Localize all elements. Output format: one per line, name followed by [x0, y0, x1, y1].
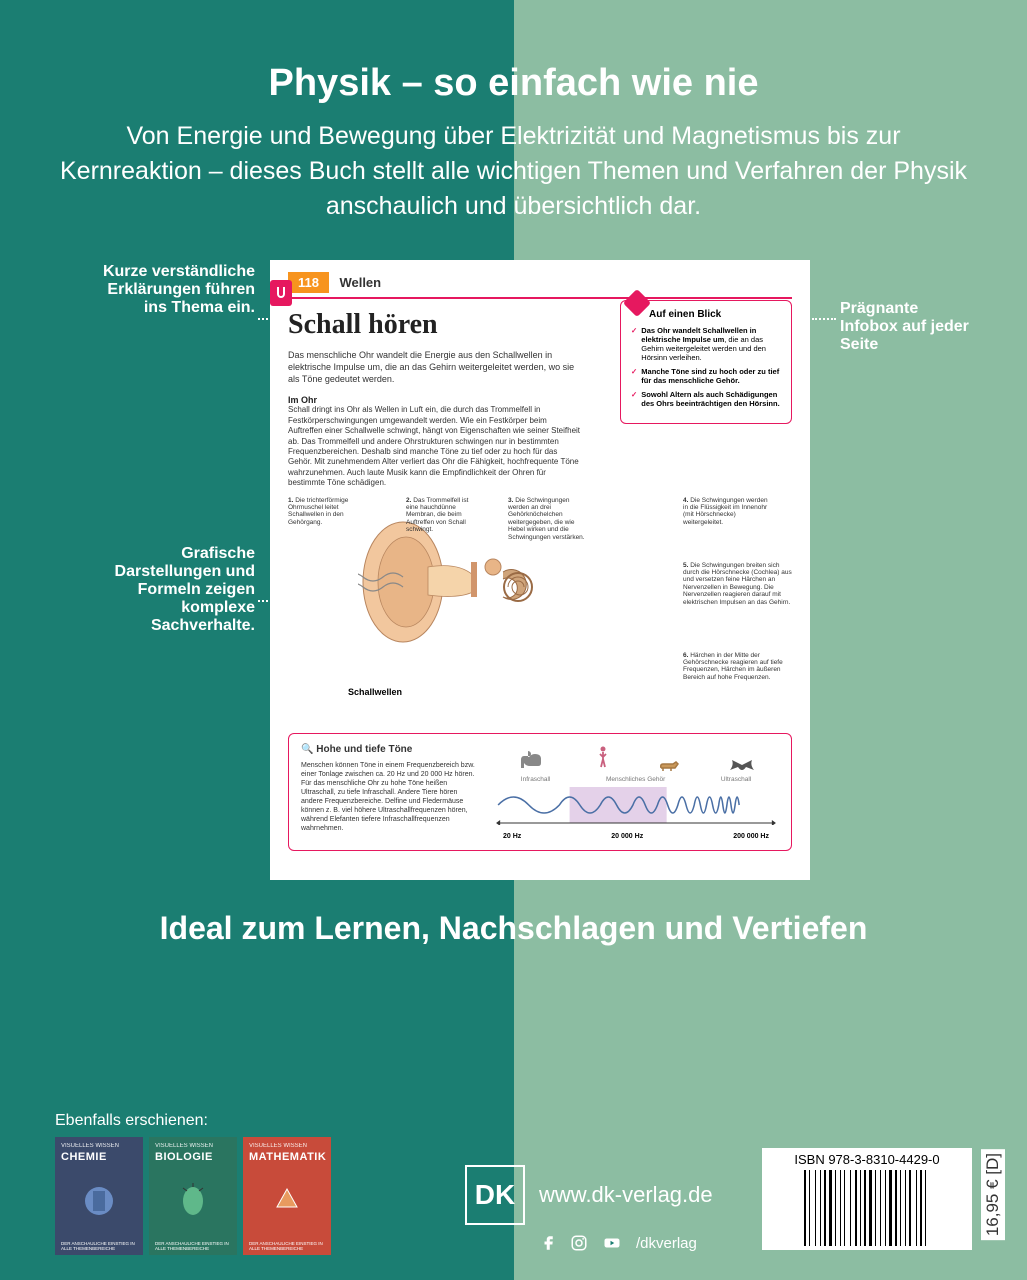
barcode: [766, 1170, 968, 1246]
infobox-item: ✓Manche Töne sind zu hoch oder zu tief f…: [631, 367, 781, 385]
instagram-icon: [570, 1234, 588, 1252]
diagram-label-4: 4. Die Schwingungen werden in die Flüssi…: [683, 497, 768, 527]
sample-page: 118 Wellen Schall hören Das menschliche …: [270, 260, 810, 880]
frequency-chart: Infraschall Menschliches Gehör Ultrascha…: [493, 744, 779, 840]
animal-icons: [493, 744, 779, 772]
facebook-icon: [540, 1234, 558, 1252]
tagline: Ideal zum Lernen, Nachschlagen und Verti…: [0, 910, 1027, 947]
human-icon: [597, 746, 609, 772]
diagram-label-1: 1. Die trichterförmige Ohrmuschel leitet…: [288, 497, 356, 527]
social-row: /dkverlag: [540, 1234, 697, 1252]
youtube-icon: [600, 1234, 624, 1252]
body-paragraph: Schall dringt ins Ohr als Wellen in Luft…: [288, 405, 580, 488]
diagram-label-5: 5. Die Schwingungen breiten sich durch d…: [683, 562, 793, 607]
dk-logo: DK: [465, 1165, 525, 1225]
website-url: www.dk-verlag.de: [539, 1182, 713, 1208]
also-published-label: Ebenfalls erschienen:: [55, 1112, 208, 1130]
soundwave-label: Schallwellen: [348, 687, 402, 697]
wave-diagram: [493, 785, 779, 825]
subtitle: Von Energie und Bewegung über Elektrizit…: [60, 119, 967, 224]
ear-diagram: 1. Die trichterförmige Ohrmuschel leitet…: [288, 497, 792, 727]
pin-icon: [623, 289, 651, 317]
magnet-icon: [270, 280, 292, 306]
header: Physik – so einfach wie nie Von Energie …: [0, 62, 1027, 224]
publisher-row: DK www.dk-verlag.de: [465, 1165, 713, 1225]
diagram-label-2: 2. Das Trommelfell ist eine hauchdünne M…: [406, 497, 478, 534]
book-thumb-biologie: VISUELLES WISSENBIOLOGIEDER ANSCHAULICHE…: [149, 1137, 237, 1255]
frequency-box: 🔍 Hohe und tiefe Töne Menschen können Tö…: [288, 733, 792, 851]
isbn-label: ISBN 978-3-8310-4429-0: [766, 1152, 968, 1167]
social-handle: /dkverlag: [636, 1235, 697, 1252]
freq-axis: 20 Hz 20 000 Hz 200 000 Hz: [493, 833, 779, 840]
elephant-icon: [518, 748, 548, 772]
freq-box-text: Menschen können Töne in einem Frequenzbe…: [301, 761, 481, 834]
page-number: 118: [288, 272, 329, 293]
infobox-title: Auf einen Blick: [649, 309, 781, 320]
book-thumb-chemie: VISUELLES WISSENCHEMIEDER ANSCHAULICHE E…: [55, 1137, 143, 1255]
price-label: 16,95 € [D]: [981, 1149, 1005, 1240]
isbn-box: ISBN 978-3-8310-4429-0: [762, 1148, 972, 1250]
intro-paragraph: Das menschliche Ohr wandelt die Energie …: [288, 349, 580, 385]
freq-range-labels: Infraschall Menschliches Gehör Ultrascha…: [493, 776, 779, 783]
book-thumbnails: VISUELLES WISSENCHEMIEDER ANSCHAULICHE E…: [55, 1137, 331, 1255]
diagram-label-6: 6. Härchen in der Mitte der Gehörschneck…: [683, 652, 783, 682]
bat-icon: [729, 758, 755, 772]
main-heading: Physik – so einfach wie nie: [60, 62, 967, 105]
at-a-glance-box: Auf einen Blick ✓Das Ohr wandelt Schallw…: [620, 300, 792, 424]
freq-box-title: 🔍 Hohe und tiefe Töne: [301, 744, 481, 755]
infobox-item: ✓Das Ohr wandelt Schallwellen in elektri…: [631, 326, 781, 362]
page-divider: [288, 297, 792, 299]
callout-infobox: Prägnante Infobox auf jeder Seite: [840, 300, 970, 354]
callout-graphics: Grafische Darstellungen und Formeln zeig…: [80, 545, 255, 635]
page-category: Wellen: [339, 275, 381, 290]
diagram-label-3: 3. Die Schwingungen werden an drei Gehör…: [508, 497, 588, 542]
callout-explanation: Kurze verständliche Erklärungen führen i…: [80, 263, 255, 317]
book-thumb-mathematik: VISUELLES WISSENMATHEMATIKDER ANSCHAULIC…: [243, 1137, 331, 1255]
dog-icon: [658, 758, 680, 772]
infobox-item: ✓Sowohl Altern als auch Schädigungen des…: [631, 390, 781, 408]
arrow-3: [812, 318, 836, 320]
